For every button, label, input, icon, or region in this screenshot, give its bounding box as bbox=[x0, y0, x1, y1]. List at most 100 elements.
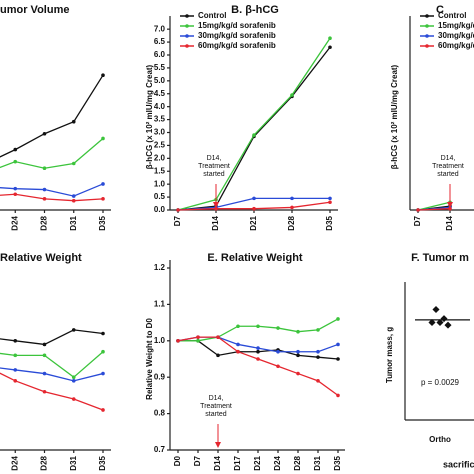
point bbox=[101, 408, 105, 412]
x-tick-label: D35 bbox=[333, 455, 342, 470]
x-tick-label: D14 bbox=[211, 215, 220, 230]
point bbox=[252, 196, 256, 201]
point bbox=[236, 349, 240, 354]
series-line bbox=[178, 340, 339, 360]
annotation: D14, bbox=[209, 395, 224, 402]
legend-marker bbox=[425, 14, 429, 18]
chart-title: F. Tumor m bbox=[411, 252, 469, 264]
y-tick-label: 0.5 bbox=[154, 192, 166, 201]
point bbox=[436, 318, 444, 327]
legend-marker bbox=[185, 44, 189, 48]
x-tick-label: D7 bbox=[193, 455, 202, 466]
point bbox=[196, 335, 200, 339]
x-axis-label: sacrific bbox=[443, 459, 474, 469]
point bbox=[256, 357, 260, 361]
legend-label: 60mg/kg/d sorafenib bbox=[198, 41, 276, 50]
point bbox=[328, 196, 332, 201]
point bbox=[71, 119, 76, 124]
x-tick-label: D31 bbox=[313, 455, 322, 470]
series-line bbox=[417, 208, 451, 211]
x-tick-label: D7 bbox=[413, 215, 422, 226]
legend-marker bbox=[425, 44, 429, 48]
annotation-arrowhead bbox=[215, 442, 221, 448]
y-axis-label: Relative Weight to D0 bbox=[145, 318, 154, 400]
point bbox=[42, 131, 47, 136]
y-tick-label: 1.0 bbox=[154, 336, 166, 345]
point bbox=[328, 200, 332, 205]
point bbox=[316, 349, 320, 354]
x-tick-label: D24 bbox=[10, 215, 19, 230]
x-tick-label: D17 bbox=[233, 455, 242, 470]
x-tick-label: D24 bbox=[273, 455, 282, 470]
annotation: D14, bbox=[207, 155, 222, 162]
legend-label: 60mg/kg/d sorafenib bbox=[438, 41, 474, 50]
series-line bbox=[177, 336, 339, 396]
point bbox=[252, 133, 256, 137]
annotation: Treatment bbox=[432, 163, 464, 170]
point bbox=[256, 349, 260, 354]
annotation: D14, bbox=[441, 155, 456, 162]
point bbox=[328, 45, 332, 50]
annotation-arrowhead bbox=[447, 202, 453, 208]
point bbox=[216, 353, 220, 358]
x-tick-label: D35 bbox=[98, 455, 107, 470]
point bbox=[71, 194, 76, 198]
annotation: p = 0.0029 bbox=[421, 378, 460, 387]
point bbox=[296, 353, 300, 358]
x-tick-label: D28 bbox=[40, 455, 49, 470]
point bbox=[13, 159, 18, 164]
point bbox=[101, 331, 105, 336]
y-axis-label: β-hCG (x 10² mIU/mg Creat) bbox=[390, 64, 399, 169]
point bbox=[42, 389, 47, 394]
point bbox=[196, 339, 200, 343]
point bbox=[296, 329, 300, 334]
y-tick-label: 0.7 bbox=[154, 445, 166, 454]
legend-label: 15mg/kg/d sorafenib bbox=[438, 21, 474, 30]
point bbox=[71, 198, 76, 203]
point bbox=[71, 379, 76, 383]
y-tick-label: 0.0 bbox=[154, 205, 166, 214]
point bbox=[71, 397, 76, 401]
series-line bbox=[0, 372, 104, 411]
point bbox=[42, 342, 47, 347]
y-tick-label: 2.5 bbox=[154, 141, 166, 150]
y-axis-label: Tumor mass, g bbox=[385, 327, 394, 383]
y-tick-label: 1.2 bbox=[154, 263, 166, 272]
x-tick-label: D21 bbox=[249, 215, 258, 230]
point bbox=[42, 187, 47, 192]
point bbox=[13, 147, 18, 152]
point bbox=[276, 326, 280, 330]
x-tick-label: D35 bbox=[325, 215, 334, 230]
point bbox=[296, 371, 300, 376]
y-tick-label: 7.0 bbox=[154, 24, 166, 33]
point bbox=[290, 205, 294, 210]
point bbox=[276, 364, 280, 369]
chart-title: B. β-hCG bbox=[231, 4, 279, 16]
point bbox=[71, 375, 76, 380]
point bbox=[101, 349, 105, 354]
point bbox=[101, 197, 105, 201]
point bbox=[416, 208, 420, 212]
legend-marker bbox=[185, 24, 189, 28]
chart-title: C bbox=[436, 4, 444, 16]
point bbox=[176, 208, 180, 212]
point bbox=[101, 182, 105, 186]
series-line bbox=[417, 201, 451, 211]
x-tick-label: D14 bbox=[213, 455, 222, 470]
point bbox=[290, 93, 294, 97]
point bbox=[236, 324, 240, 329]
y-tick-label: 2.0 bbox=[154, 153, 166, 162]
point bbox=[256, 324, 260, 329]
point bbox=[252, 206, 256, 211]
point bbox=[444, 321, 452, 329]
point bbox=[42, 353, 47, 358]
chart-title: E. Relative Weight bbox=[207, 252, 302, 264]
point bbox=[13, 192, 18, 197]
legend-marker bbox=[425, 24, 429, 28]
x-tick-label: D31 bbox=[69, 215, 78, 230]
legend-marker bbox=[425, 34, 429, 38]
x-tick-label: Ortho bbox=[429, 435, 451, 444]
x-tick-label: D28 bbox=[287, 215, 296, 230]
